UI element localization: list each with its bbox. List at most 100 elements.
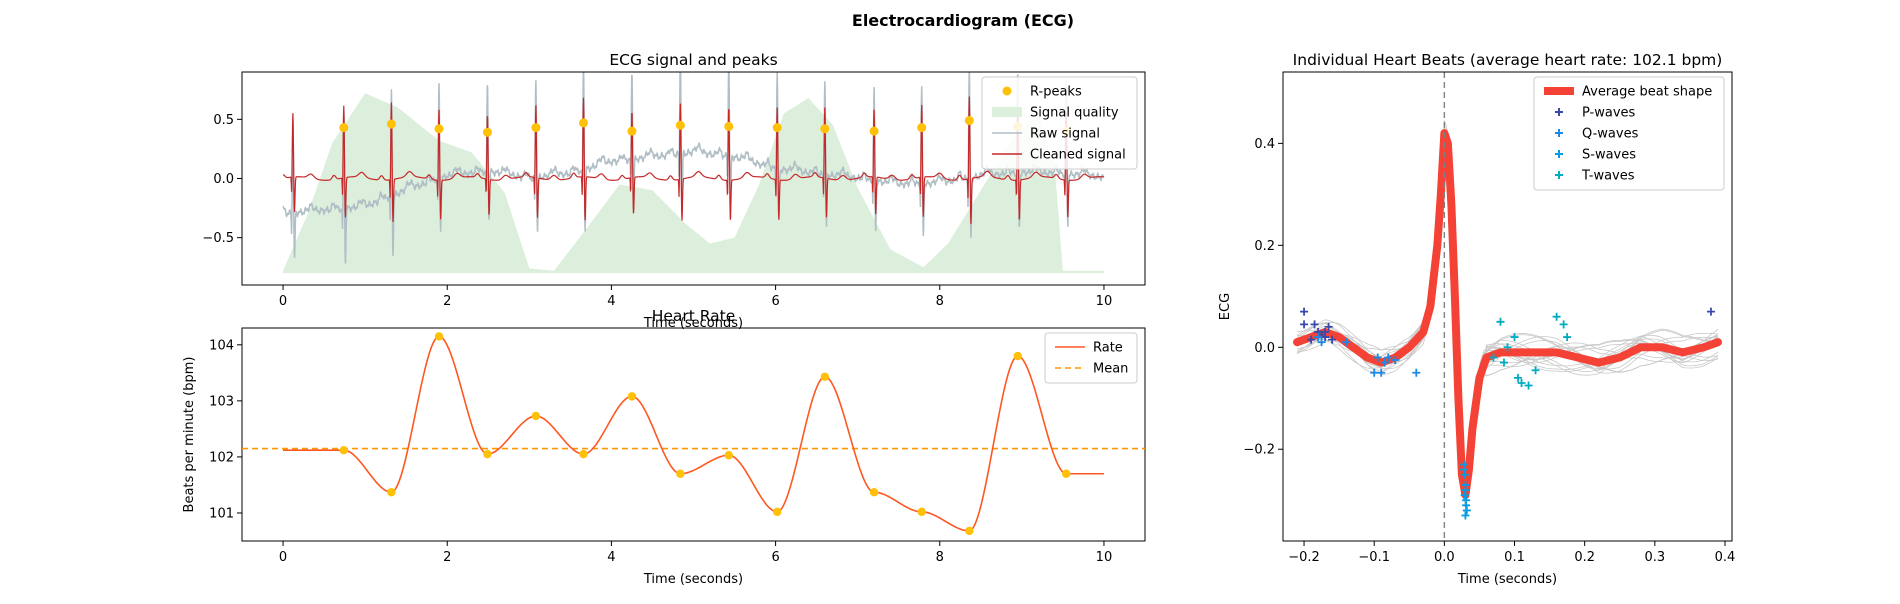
r-peak-marker — [578, 118, 588, 128]
legend-label: Cleaned signal — [1030, 148, 1126, 163]
legend-item: R-peaks — [1002, 85, 1082, 100]
p-wave-marker — [1300, 307, 1309, 316]
rate-point — [965, 526, 974, 536]
x-axis-label: Time (seconds) — [643, 572, 743, 587]
q-wave-marker — [1373, 353, 1382, 362]
r-peak-marker — [482, 127, 492, 137]
t-wave-marker — [1510, 333, 1519, 342]
x-tick-label: 4 — [607, 550, 615, 565]
plot-frame — [241, 71, 1146, 286]
legend-marker — [1002, 86, 1012, 96]
x-tick-label: −0.1 — [1358, 550, 1390, 565]
legend-label: S-waves — [1582, 148, 1636, 163]
x-tick-label: 0 — [279, 550, 287, 565]
r-peak-marker — [820, 124, 830, 134]
rate-point — [869, 488, 879, 497]
individual-beat-line — [1297, 139, 1719, 494]
rate-point — [773, 507, 782, 517]
x-tick-label: 2 — [443, 294, 451, 309]
legend-item: Signal quality — [992, 106, 1119, 121]
rate-point — [1013, 351, 1022, 361]
t-wave-marker — [1552, 312, 1561, 321]
q-wave-marker — [1391, 356, 1400, 365]
x-axis-label: Time (seconds) — [1457, 572, 1557, 587]
legend-item: Cleaned signal — [992, 148, 1126, 163]
r-peak-marker — [386, 119, 396, 129]
p-wave-marker — [1307, 335, 1316, 344]
t-wave-marker — [1559, 320, 1568, 329]
r-peak-marker — [869, 126, 879, 136]
t-wave-marker — [1531, 366, 1540, 375]
q-wave-marker — [1412, 368, 1421, 377]
individual-beat-line — [1296, 127, 1719, 498]
y-tick-label: 0.0 — [1254, 341, 1275, 356]
y-tick-label: 0.2 — [1254, 239, 1275, 254]
legend-marker — [1555, 108, 1563, 116]
legend-item: Q-waves — [1555, 127, 1639, 142]
s-wave-marker — [1460, 465, 1468, 474]
r-peak-marker — [772, 123, 782, 133]
r-peak-marker — [964, 116, 974, 126]
x-tick-label: 2 — [443, 550, 451, 565]
rate-point — [820, 372, 830, 381]
t-wave-marker — [1489, 353, 1498, 362]
individual-beat-line — [1296, 130, 1719, 489]
panel-ecg-signal: 0 2 4 6 8 10 −0.5 0.0 0.5 ECG signal and peaks Tim… — [202, 51, 1146, 331]
legend-label: Signal quality — [1030, 106, 1119, 121]
p-wave-marker — [1328, 335, 1337, 344]
x-tick-label: 0 — [279, 294, 287, 309]
plot-area — [282, 72, 1105, 274]
panel-title: Individual Heart Beats (average heart ra… — [1293, 51, 1723, 69]
legend-label: Q-waves — [1582, 127, 1639, 142]
r-peak-marker — [724, 121, 734, 131]
individual-beat-line — [1296, 137, 1719, 508]
panel-title: Heart Rate — [652, 307, 736, 325]
y-tick-label: 102 — [209, 450, 234, 465]
q-wave-marker — [1370, 368, 1379, 377]
x-tick-label: 0.2 — [1574, 550, 1595, 565]
figure-title: Electrocardiogram (ECG) — [852, 11, 1074, 30]
x-tick-label: 10 — [1096, 550, 1113, 565]
individual-beat-line — [1296, 143, 1719, 509]
q-wave-marker — [1342, 338, 1351, 347]
p-wave-marker — [1300, 320, 1309, 329]
legend-item: P-waves — [1555, 106, 1636, 121]
x-tick-label: 8 — [936, 550, 944, 565]
rate-point — [339, 445, 348, 455]
x-tick-label: 0.3 — [1644, 550, 1665, 565]
legend-box — [1044, 332, 1138, 384]
legend-box — [1533, 76, 1725, 191]
y-tick-label: −0.2 — [1243, 443, 1275, 458]
rate-point — [1061, 469, 1071, 478]
legend-label: R-peaks — [1030, 85, 1082, 100]
plot-area — [1293, 72, 1722, 541]
s-wave-marker — [1462, 501, 1471, 510]
rate-point — [627, 392, 637, 401]
r-peak-marker — [627, 126, 637, 136]
t-wave-marker — [1563, 333, 1572, 342]
individual-beat-line — [1297, 141, 1719, 499]
x-tick-label: 0.4 — [1715, 550, 1736, 565]
legend-box — [981, 76, 1138, 170]
rate-point — [531, 411, 541, 421]
x-tick-label: 10 — [1096, 294, 1113, 309]
q-wave-marker — [1377, 368, 1386, 377]
legend-label: T-waves — [1581, 169, 1635, 184]
signal-quality-area — [283, 93, 1104, 274]
legend-item: Mean — [1055, 362, 1128, 377]
y-tick-label: 104 — [209, 338, 234, 353]
legend-marker — [1555, 129, 1563, 137]
legend-label: Average beat shape — [1582, 85, 1712, 100]
y-tick-label: 0.4 — [1254, 137, 1275, 152]
rate-point — [676, 469, 685, 478]
legend-item: Rate — [1055, 341, 1123, 356]
legend-marker — [1555, 150, 1563, 158]
x-tick-label: 8 — [936, 294, 944, 309]
y-tick-label: 101 — [209, 506, 234, 521]
r-peak-marker — [339, 123, 349, 133]
y-tick-label: 103 — [209, 394, 234, 409]
rate-point — [724, 451, 733, 460]
legend-label: Mean — [1093, 362, 1128, 377]
